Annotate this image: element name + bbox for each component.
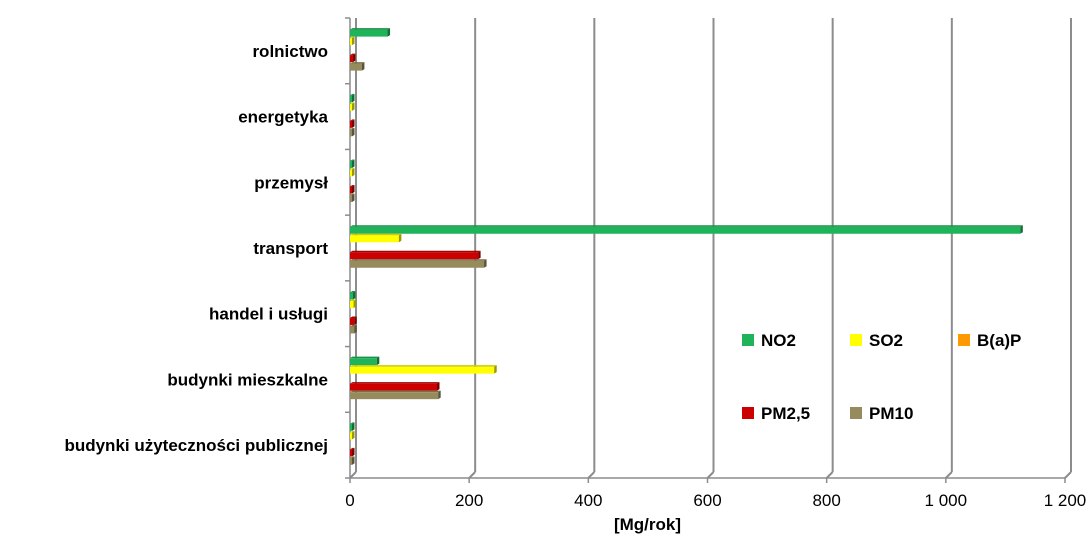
bar <box>350 127 355 137</box>
legend-label: SO2 <box>869 331 903 350</box>
bar <box>350 168 355 177</box>
category-label: energetyka <box>238 108 328 127</box>
category-label: rolnictwo <box>252 42 328 61</box>
legend-swatch <box>850 407 862 419</box>
bar <box>350 259 487 268</box>
bar <box>350 62 365 71</box>
legend-swatch <box>742 334 754 346</box>
legend-swatch <box>958 334 970 346</box>
gridline-depth <box>587 471 596 479</box>
bar <box>350 102 355 111</box>
bar <box>350 28 391 37</box>
bar <box>350 159 355 169</box>
bar <box>350 225 1023 234</box>
gridline-depth <box>825 471 834 479</box>
legend-label: B(a)P <box>977 331 1021 350</box>
bar <box>350 299 357 308</box>
x-tick-label: 1 000 <box>925 491 968 510</box>
bar <box>350 382 440 391</box>
legend-item: NO2 <box>742 331 796 350</box>
legend-label: PM2,5 <box>761 404 810 423</box>
bar <box>350 316 357 325</box>
bar <box>350 250 481 260</box>
bar <box>350 456 355 465</box>
bar <box>350 290 356 300</box>
category-label: przemysł <box>254 173 328 192</box>
bar <box>350 447 355 457</box>
gridline-depth <box>706 471 715 479</box>
bar <box>350 324 357 334</box>
x-tick-label: 800 <box>812 491 840 510</box>
legend: NO2 SO2 B(a)P PM2,5 PM10 <box>742 331 1021 423</box>
legend-swatch <box>850 334 862 346</box>
gridline-depth <box>945 471 953 479</box>
legend-item: B(a)P <box>958 331 1021 350</box>
bar <box>350 356 380 366</box>
category-label: handel i usługi <box>209 305 328 324</box>
labels: 0 200 400 600 800 1 000 1 200 [Mg/rok] rolnictwo… <box>64 42 1086 534</box>
bar <box>350 365 497 374</box>
legend-item: PM2,5 <box>742 404 810 423</box>
x-tick-label: 400 <box>574 491 602 510</box>
axes <box>345 17 1066 483</box>
legend-item: SO2 <box>850 331 903 350</box>
x-tick-label: 200 <box>455 491 483 510</box>
bar <box>350 422 355 431</box>
category-label: budynki użyteczności publicznej <box>64 436 328 455</box>
bar <box>350 93 355 103</box>
gridline-depth <box>468 471 476 479</box>
bar <box>350 430 355 440</box>
bar <box>350 36 355 46</box>
category-label: transport <box>253 239 328 258</box>
x-tick-label: 600 <box>693 491 721 510</box>
bar <box>350 185 355 194</box>
x-tick-label: 1 200 <box>1044 491 1087 510</box>
bar <box>350 53 356 63</box>
bar <box>350 119 355 128</box>
bar <box>350 233 402 243</box>
gridline-depth <box>1064 471 1072 479</box>
legend-label: NO2 <box>761 331 796 350</box>
bar <box>350 390 441 400</box>
gridline-depth <box>349 471 357 479</box>
bars <box>350 28 1023 465</box>
legend-item: PM10 <box>850 404 913 423</box>
gridlines <box>349 18 1072 479</box>
legend-swatch <box>742 407 754 419</box>
x-axis-title: [Mg/rok] <box>614 515 681 534</box>
bar <box>350 193 355 203</box>
legend-label: PM10 <box>869 404 913 423</box>
category-label: budynki mieszkalne <box>167 370 328 389</box>
x-tick-label: 0 <box>345 491 354 510</box>
